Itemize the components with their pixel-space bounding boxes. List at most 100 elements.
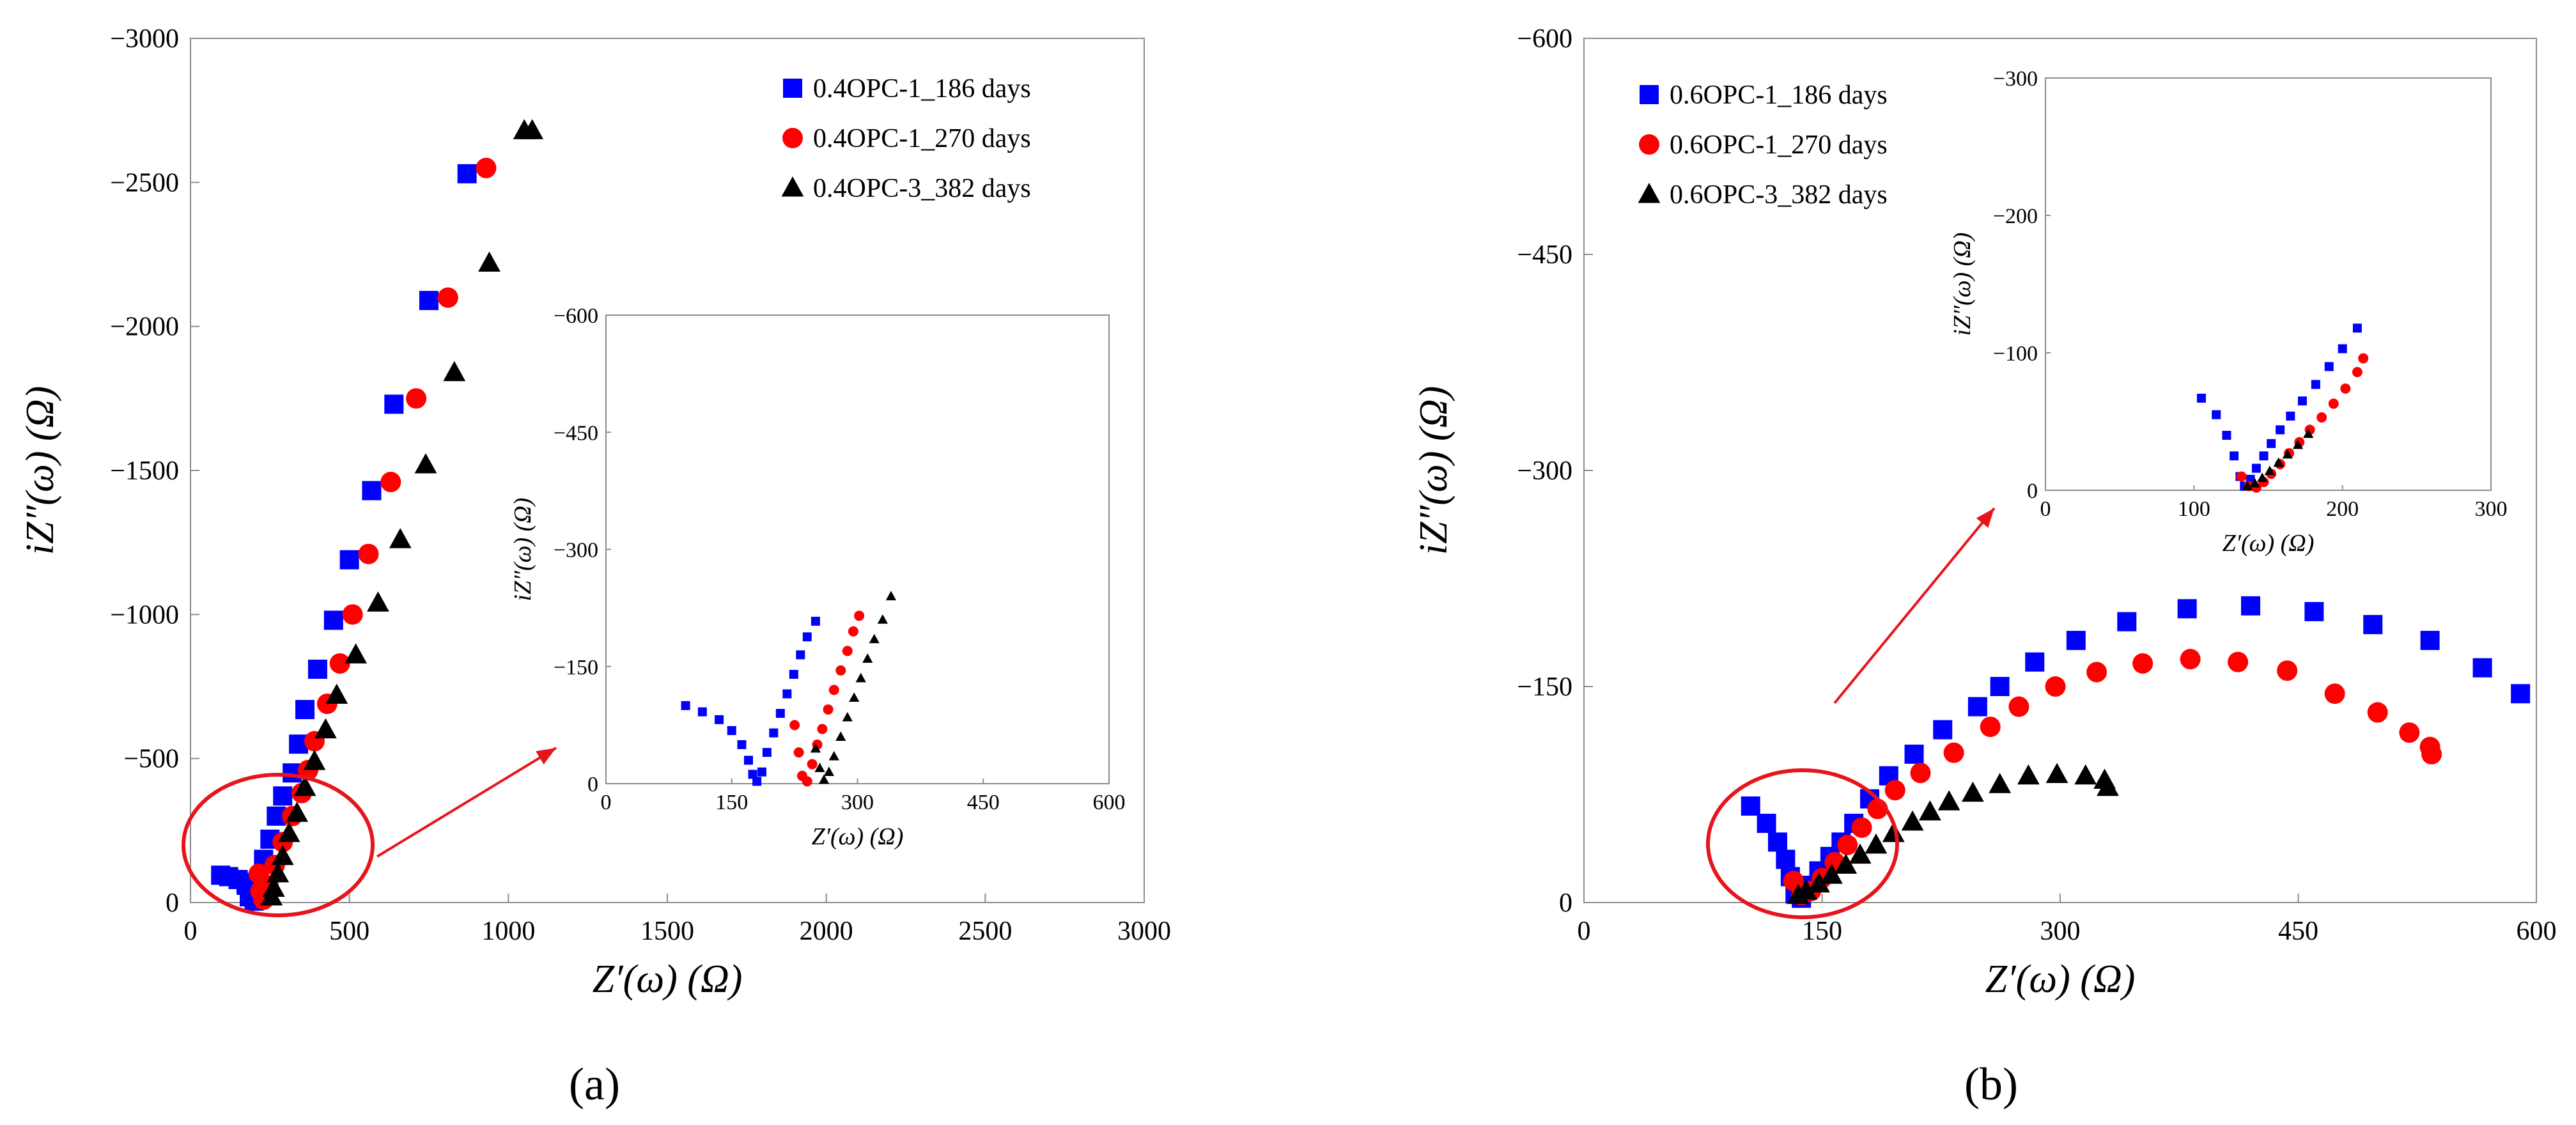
data-point [814, 763, 825, 772]
data-point [443, 361, 466, 382]
legend-label: 0.6OPC-1_186 days [1670, 81, 1888, 110]
y-tick-label: −600 [554, 304, 598, 328]
data-point [2286, 411, 2295, 421]
panel-label-b: (b) [1964, 1059, 2018, 1110]
legend-marker [783, 79, 802, 98]
data-point [384, 394, 404, 414]
data-point [2242, 481, 2253, 490]
data-point [877, 614, 888, 624]
data-point [862, 653, 873, 663]
y-tick-label: 0 [166, 888, 179, 918]
annotation-arrowhead [1976, 508, 1994, 528]
x-tick-label: 2000 [800, 917, 853, 946]
data-point [849, 692, 860, 702]
data-point [727, 725, 736, 735]
x-tick-label: 3000 [1117, 917, 1171, 946]
data-point [2324, 362, 2334, 371]
plot-area [605, 314, 1110, 784]
y-tick-label: −300 [1517, 456, 1572, 486]
legend-marker [1638, 183, 1661, 203]
data-point [2358, 353, 2369, 364]
data-point [437, 287, 458, 308]
data-point [2303, 428, 2314, 438]
data-point [286, 802, 309, 822]
y-tick-label: −450 [1517, 240, 1572, 270]
y-tick-label: −200 [1993, 205, 2038, 228]
data-point [2324, 683, 2345, 704]
data-point [2074, 764, 2097, 785]
data-point [854, 610, 865, 621]
chart-b-inset: 0 100 200 300 0 −100 −200 −300 Z′(ω) (Ω) iZ″(ω) (… [1949, 67, 2508, 557]
data-point [848, 626, 858, 637]
y-tick-label: −100 [1993, 342, 2038, 366]
data-point [271, 844, 294, 865]
data-point [1962, 781, 1984, 802]
data-point [1904, 744, 1924, 764]
data-point [2196, 393, 2206, 403]
legend-marker [781, 176, 804, 197]
data-point [457, 164, 477, 183]
legend-label: 0.6OPC-3_382 days [1670, 180, 1888, 210]
data-point [2328, 398, 2339, 409]
y-tick-label: −2500 [110, 168, 179, 198]
y-tick-label: −3000 [110, 24, 179, 54]
data-point [342, 604, 363, 625]
series-circle [789, 610, 865, 787]
x-tick-label: 100 [2178, 497, 2210, 521]
data-point [521, 119, 544, 139]
data-point [842, 646, 853, 656]
legend-marker [782, 128, 803, 148]
data-point [1990, 677, 2010, 696]
data-point [262, 876, 285, 897]
data-point [775, 709, 785, 718]
data-point [1980, 717, 2001, 738]
data-point [2367, 702, 2388, 723]
data-point [757, 767, 766, 777]
data-point [2421, 743, 2442, 764]
y-tick-label: −2000 [110, 313, 179, 342]
data-point [842, 711, 853, 722]
data-point [2352, 367, 2363, 378]
data-point [2228, 651, 2249, 672]
y-tick-label: −300 [554, 539, 598, 562]
legend-label: 0.4OPC-3_382 days [813, 174, 1031, 203]
y-axis-title: iZ″(ω) (Ω) [509, 498, 536, 601]
data-point [2363, 615, 2383, 635]
x-tick-label: 0 [184, 917, 198, 946]
data-point [2297, 396, 2307, 406]
data-point [478, 251, 500, 272]
x-tick-label: 600 [1093, 791, 1126, 814]
data-point [2249, 477, 2260, 488]
y-tick-label: 0 [2027, 479, 2038, 503]
x-tick-label: 300 [2040, 917, 2081, 946]
x-axis-title: Z′(ω) (Ω) [593, 958, 743, 1001]
y-axis-title: iZ″(ω) (Ω) [1949, 233, 1976, 336]
data-point [1967, 697, 1987, 717]
data-point [1757, 814, 1776, 834]
series-square [681, 616, 820, 786]
data-point [2340, 383, 2351, 394]
y-tick-label: −150 [554, 656, 598, 679]
data-point [869, 633, 880, 644]
data-point [1937, 790, 1960, 811]
x-tick-label: 2500 [958, 917, 1012, 946]
x-axis-title: Z′(ω) (Ω) [1985, 958, 2136, 1001]
data-point [273, 786, 293, 806]
data-point [419, 291, 438, 311]
series-triangle [810, 591, 897, 784]
data-point [293, 775, 316, 796]
x-tick-label: 0 [601, 791, 612, 814]
y-axis-title: iZ″(ω) (Ω) [1412, 386, 1455, 555]
data-point [828, 750, 839, 761]
data-point [2399, 722, 2420, 743]
data-point [2097, 775, 2119, 796]
legend-label: 0.6OPC-1_270 days [1670, 130, 1888, 160]
data-point [1865, 833, 1888, 854]
legend-marker [1640, 85, 1659, 104]
x-tick-label: 0 [2040, 497, 2051, 521]
data-point [681, 701, 690, 710]
data-point [2045, 676, 2066, 697]
data-point [885, 591, 897, 601]
data-point [2222, 431, 2231, 440]
data-point [476, 157, 497, 178]
